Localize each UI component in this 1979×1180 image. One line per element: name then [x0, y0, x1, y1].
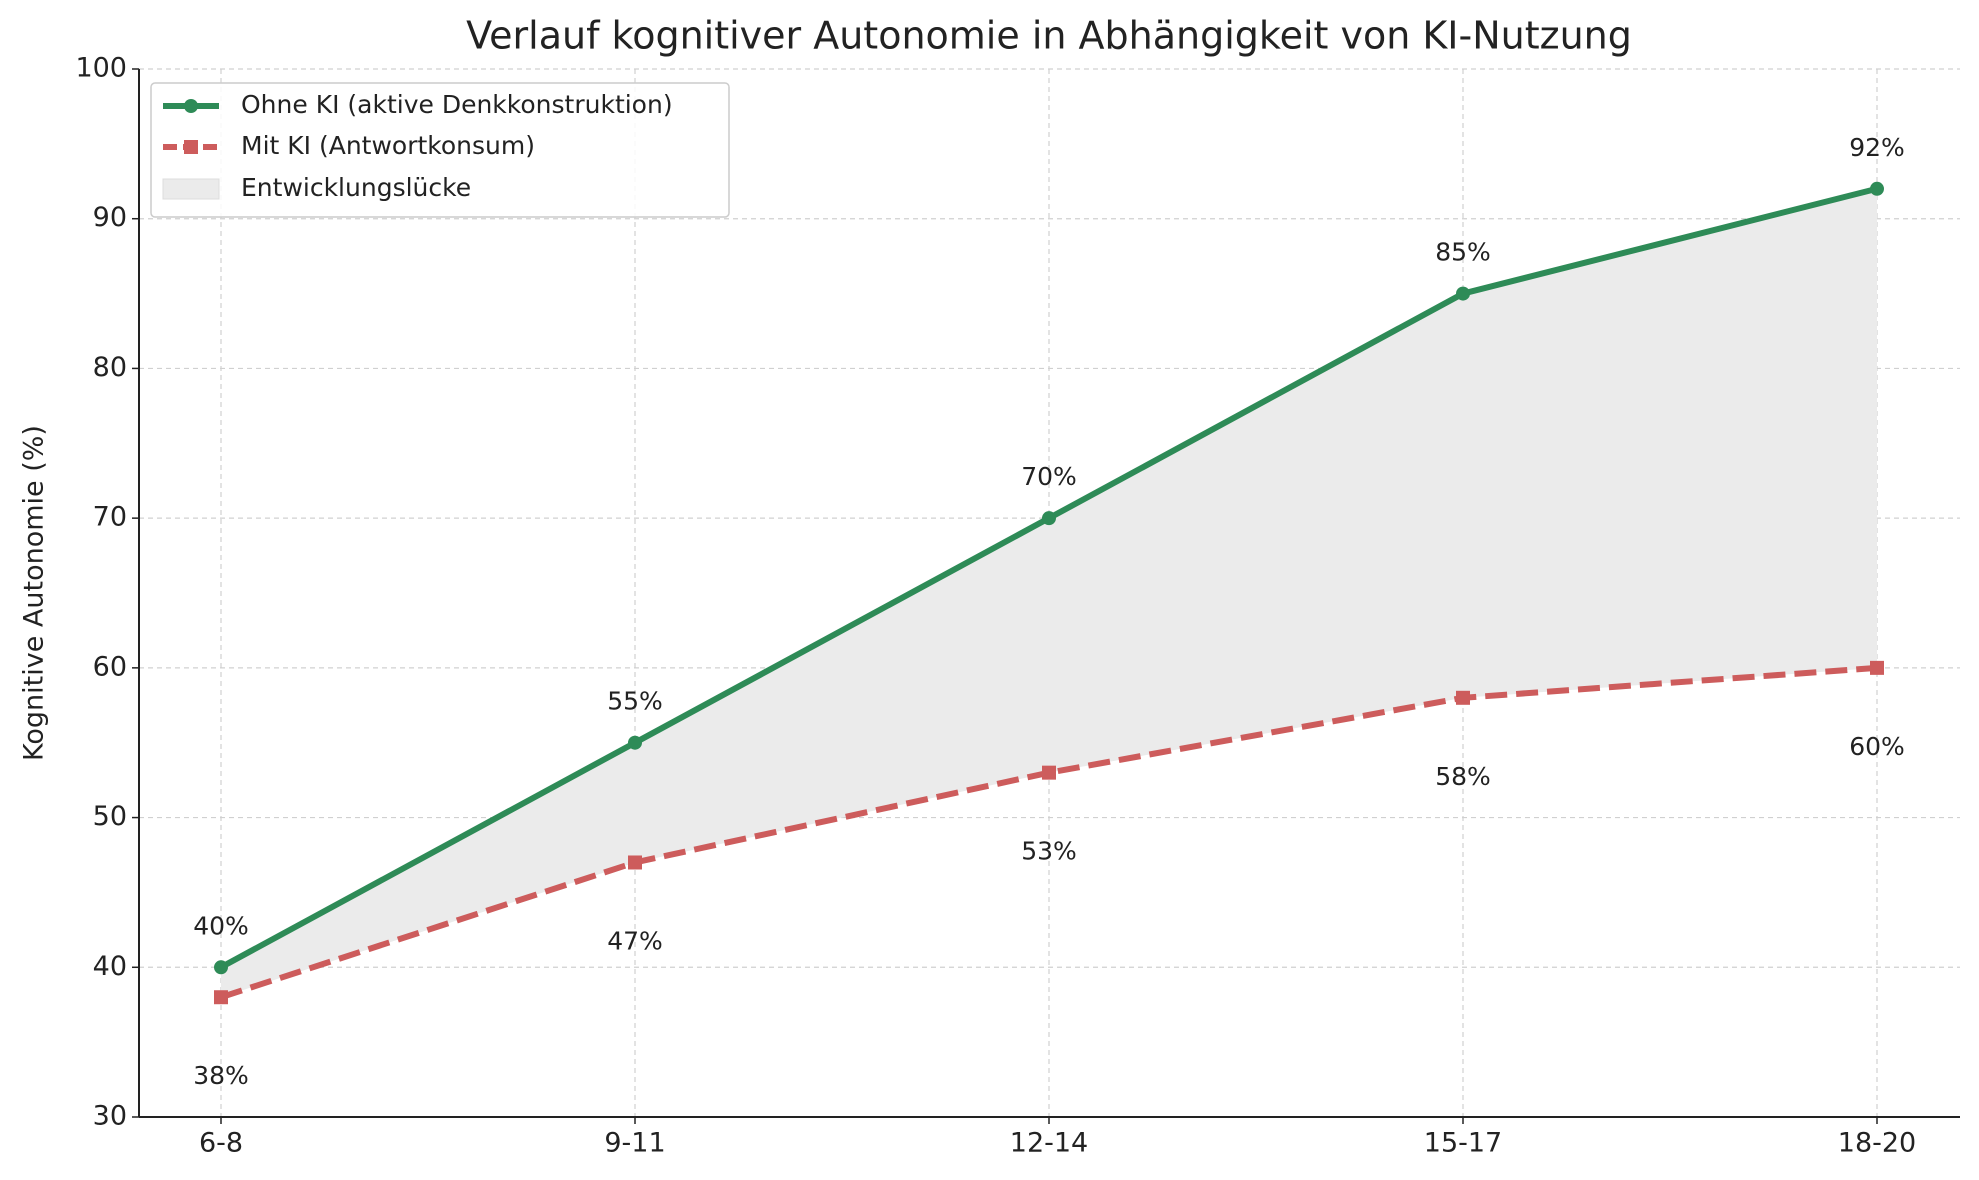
marker: [214, 990, 228, 1005]
y-axis-label: Kognitive Autonomie (%): [19, 425, 50, 761]
data-label: 92%: [1849, 133, 1905, 162]
data-label: 60%: [1849, 732, 1905, 761]
marker: [628, 855, 642, 870]
data-label: 55%: [607, 687, 663, 716]
y-tick-label: 50: [93, 801, 127, 832]
legend-label: Mit KI (Antwortkonsum): [241, 131, 535, 160]
marker: [1042, 765, 1056, 780]
y-tick-label: 90: [93, 202, 127, 233]
legend-marker: [184, 140, 198, 154]
data-label: 70%: [1021, 462, 1077, 491]
legend-label: Entwicklungslücke: [241, 173, 471, 202]
legend-marker: [184, 99, 198, 113]
x-tick-label: 18-20: [1838, 1128, 1916, 1159]
marker: [1870, 181, 1884, 196]
y-tick-label: 70: [93, 502, 127, 533]
marker: [214, 960, 228, 975]
data-label: 38%: [193, 1061, 249, 1090]
gap-area: [221, 188, 1877, 998]
legend-label: Ohne KI (aktive Denkkonstruktion): [241, 90, 673, 119]
data-label: 58%: [1435, 762, 1491, 791]
y-tick-label: 80: [93, 352, 127, 383]
data-label: 40%: [193, 911, 249, 940]
marker: [628, 735, 642, 750]
x-tick-label: 15-17: [1424, 1128, 1502, 1159]
legend-box: [150, 82, 730, 218]
y-tick-label: 60: [93, 651, 127, 682]
marker: [1042, 511, 1056, 526]
data-label: 53%: [1021, 837, 1077, 866]
chart-title: Verlauf kognitiver Autonomie in Abhängig…: [466, 14, 1632, 58]
marker: [1456, 286, 1470, 301]
x-tick-label: 6-8: [199, 1128, 243, 1159]
y-tick-label: 40: [93, 951, 127, 982]
y-tick-label: 30: [93, 1101, 127, 1132]
y-tick-label: 100: [75, 53, 127, 84]
legend-swatch: [162, 178, 220, 200]
data-label: 47%: [607, 926, 663, 955]
marker: [1870, 660, 1884, 675]
x-tick-label: 12-14: [1010, 1128, 1088, 1159]
data-label: 85%: [1435, 238, 1491, 267]
series-line: [220, 664, 1878, 1001]
marker: [1456, 690, 1470, 705]
x-tick-label: 9-11: [604, 1128, 665, 1159]
